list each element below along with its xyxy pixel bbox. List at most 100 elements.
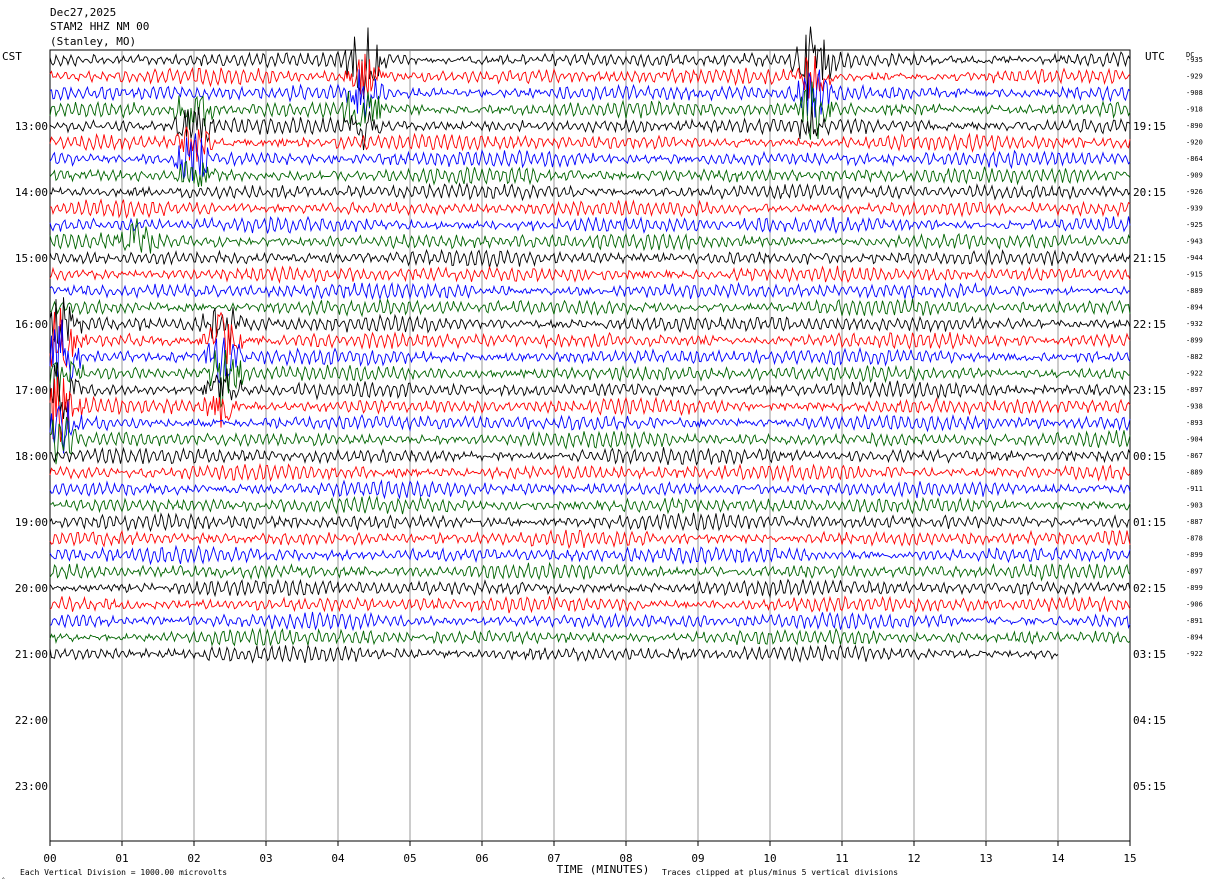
trace-row-14 [49, 281, 1131, 301]
header-station: STAM2 HHZ NM 00 [50, 20, 149, 33]
x-tick-label: 09 [691, 852, 704, 865]
x-tick-label: 06 [475, 852, 488, 865]
x-tick-label: 05 [403, 852, 416, 865]
left-hour-label: 14:00 [15, 186, 48, 199]
trace-row-27 [49, 495, 1131, 515]
right-hour-label: 05:15 [1133, 780, 1166, 793]
trace-row-20 [49, 362, 1131, 419]
trace-row-13 [49, 265, 1131, 284]
dc-offset-label: -935 [1186, 56, 1203, 64]
dc-offset-label: -904 [1186, 436, 1203, 444]
x-tick-label: 07 [547, 852, 560, 865]
dc-offset-label: -890 [1186, 122, 1203, 130]
left-hour-label: 21:00 [15, 648, 48, 661]
dc-offset-label: -899 [1186, 337, 1203, 345]
left-hour-label: 17:00 [15, 384, 48, 397]
dc-offset-label: -889 [1186, 469, 1203, 477]
left-hour-label: 23:00 [15, 780, 48, 793]
trace-row-30 [49, 544, 1131, 566]
trace-row-16 [49, 297, 1131, 346]
x-tick-label: 10 [763, 852, 776, 865]
right-timezone-label: UTC [1145, 50, 1165, 63]
trace-row-4 [49, 106, 1131, 151]
dc-offset-label: -893 [1186, 419, 1203, 427]
right-hour-label: 23:15 [1133, 384, 1166, 397]
dc-offset-label: -889 [1186, 287, 1203, 295]
trace-row-9 [49, 198, 1131, 219]
right-hour-label: 04:15 [1133, 714, 1166, 727]
right-hour-label: 02:15 [1133, 582, 1166, 595]
seismic-traces [49, 26, 1131, 664]
right-hour-label: 19:15 [1133, 120, 1166, 133]
x-tick-label: 08 [619, 852, 632, 865]
trace-row-6 [49, 133, 1131, 181]
left-hour-label: 16:00 [15, 318, 48, 331]
x-tick-label: 15 [1123, 852, 1136, 865]
dc-offset-label: -943 [1186, 238, 1203, 246]
trace-row-11 [49, 218, 1131, 254]
x-tick-label: 12 [907, 852, 920, 865]
minute-gridlines [121, 50, 1059, 841]
dc-offset-label: -867 [1186, 452, 1203, 460]
dc-offset-label: -938 [1186, 403, 1203, 411]
x-tick-label: 02 [187, 852, 200, 865]
left-time-labels: 13:00 14:00 15:00 16:00 17:00 18:00 19:00 20:00… [15, 120, 48, 793]
trace-row-17 [49, 307, 1131, 369]
trace-row-28 [49, 512, 1131, 533]
footer-clip-note: Traces clipped at plus/minus 5 vertical … [662, 868, 898, 877]
trace-row-36 [49, 644, 1059, 664]
dc-offset-label: -882 [1186, 353, 1203, 361]
dc-offset-label: -906 [1186, 601, 1203, 609]
trace-row-26 [49, 479, 1131, 500]
dc-offset-label: -903 [1186, 502, 1203, 510]
trace-row-25 [49, 462, 1131, 483]
left-hour-label: 18:00 [15, 450, 48, 463]
dc-offset-label: -932 [1186, 320, 1203, 328]
dc-offset-label: -909 [1186, 172, 1203, 180]
trace-row-8 [49, 182, 1131, 202]
dc-offset-label: -878 [1186, 535, 1203, 543]
header-date: Dec27,2025 [50, 6, 116, 19]
trace-row-24 [49, 446, 1131, 466]
right-hour-label: 01:15 [1133, 516, 1166, 529]
dc-offset-label: -925 [1186, 221, 1203, 229]
dc-offset-label: -929 [1186, 73, 1203, 81]
left-hour-label: 20:00 [15, 582, 48, 595]
trace-row-29 [49, 529, 1131, 550]
dc-offset-label: -944 [1186, 254, 1203, 262]
trace-row-32 [49, 578, 1131, 599]
plot-frame [49, 49, 1131, 842]
dc-offset-labels: -935 -929 -908 -918 -890 -920 -864 -909 -926 -939… [1186, 56, 1203, 658]
trace-row-31 [49, 561, 1131, 582]
trace-row-10 [49, 215, 1131, 235]
trace-row-34 [49, 611, 1131, 632]
dc-offset-label: -939 [1186, 205, 1203, 213]
trace-row-33 [49, 595, 1131, 614]
dc-offset-label: -899 [1186, 551, 1203, 559]
dc-offset-label: -897 [1186, 568, 1203, 576]
left-hour-label: 15:00 [15, 252, 48, 265]
dc-offset-label: -894 [1186, 304, 1203, 312]
x-tick-label: 03 [259, 852, 272, 865]
trace-row-12 [49, 248, 1131, 268]
trace-row-23 [49, 416, 1131, 465]
right-time-labels: 19:15 20:15 21:15 22:15 23:15 00:15 01:15 02:15… [1133, 120, 1166, 793]
left-timezone-label: CST [2, 50, 22, 63]
dc-offset-label: -894 [1186, 634, 1203, 642]
dc-offset-label: -911 [1186, 485, 1203, 493]
left-hour-label: 22:00 [15, 714, 48, 727]
footer-left-mark: ‸ [2, 870, 5, 879]
x-tick-label: 04 [331, 852, 345, 865]
trace-row-5 [49, 126, 1131, 162]
trace-row-3 [49, 81, 1131, 140]
header-location: (Stanley, MO) [50, 35, 136, 48]
left-hour-label: 13:00 [15, 120, 48, 133]
left-hour-label: 19:00 [15, 516, 48, 529]
x-axis-title: TIME (MINUTES) [557, 863, 650, 876]
right-hour-label: 00:15 [1133, 450, 1166, 463]
dc-offset-label: -922 [1186, 650, 1203, 658]
x-tick-label: 14 [1051, 852, 1065, 865]
trace-row-19 [49, 350, 1131, 409]
dc-offset-label: -908 [1186, 89, 1203, 97]
